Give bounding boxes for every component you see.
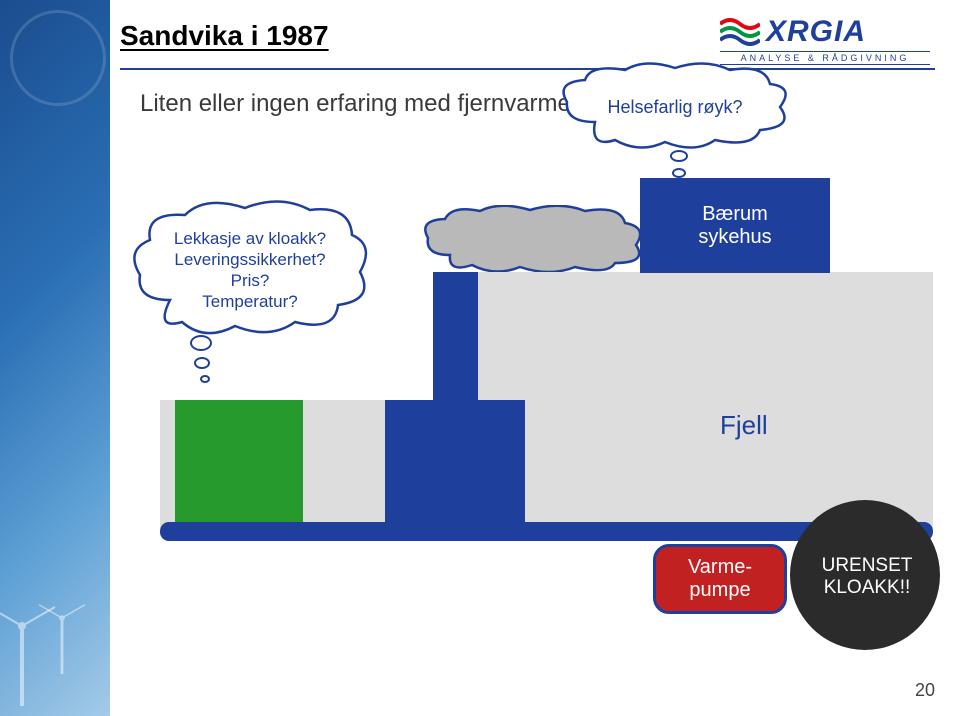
cloud-left-line4: Temperatur?	[148, 291, 352, 312]
thought-cloud-questions: Lekkasje av kloakk? Leveringssikkerhet? …	[130, 200, 370, 340]
kloakk-label-2: KLOAKK!!	[824, 577, 911, 598]
smoke-cloud	[420, 205, 650, 275]
page-number: 20	[915, 680, 935, 701]
subtitle: Liten eller ingen erfaring med fjernvarm…	[140, 90, 571, 118]
hospital-label-2: sykehus	[698, 226, 771, 249]
hospital-label-1: Bærum	[702, 203, 768, 226]
title-underline	[120, 68, 935, 70]
thought-cloud-smoke-health: Helsefarlig røyk?	[555, 62, 795, 152]
page-title: Sandvika i 1987	[120, 20, 329, 52]
customers-block	[175, 400, 303, 528]
logo-wave-icon	[720, 18, 760, 46]
cloud-left-line3: Pris?	[148, 270, 352, 291]
boiler-caption-2: fjernvarme	[403, 586, 507, 611]
fjell-label: Fjell	[720, 410, 768, 441]
hospital-block: Bærum sykehus	[640, 178, 830, 273]
windmill-icon	[20, 626, 24, 706]
windmill-icon	[61, 618, 64, 674]
boiler-block	[385, 400, 525, 528]
heat-pump-box: Varme- pumpe	[653, 544, 787, 614]
cloud-left-line1: Lekkasje av kloakk?	[148, 228, 352, 249]
cloud-left-line2: Leveringssikkerhet?	[148, 249, 352, 270]
boiler-caption-1: Oljekjeler,	[407, 560, 504, 585]
mountain-background-upper	[433, 272, 933, 402]
boiler-caption: Oljekjeler, fjernvarme	[355, 560, 555, 612]
sidebar-decoration	[0, 0, 110, 716]
logo-name: XRGIA	[766, 15, 866, 49]
company-logo: XRGIA ANALYSE & RÅDGIVNING	[720, 15, 930, 65]
pump-label-2: pumpe	[689, 579, 750, 602]
kloakk-label-1: URENSET	[822, 555, 913, 576]
customers-caption: Kunder	[175, 560, 303, 586]
cloud-top-text: Helsefarlig røyk?	[573, 97, 777, 118]
sewage-caption: URENSET KLOAKK!!	[797, 555, 937, 599]
pump-label-1: Varme-	[688, 556, 752, 579]
